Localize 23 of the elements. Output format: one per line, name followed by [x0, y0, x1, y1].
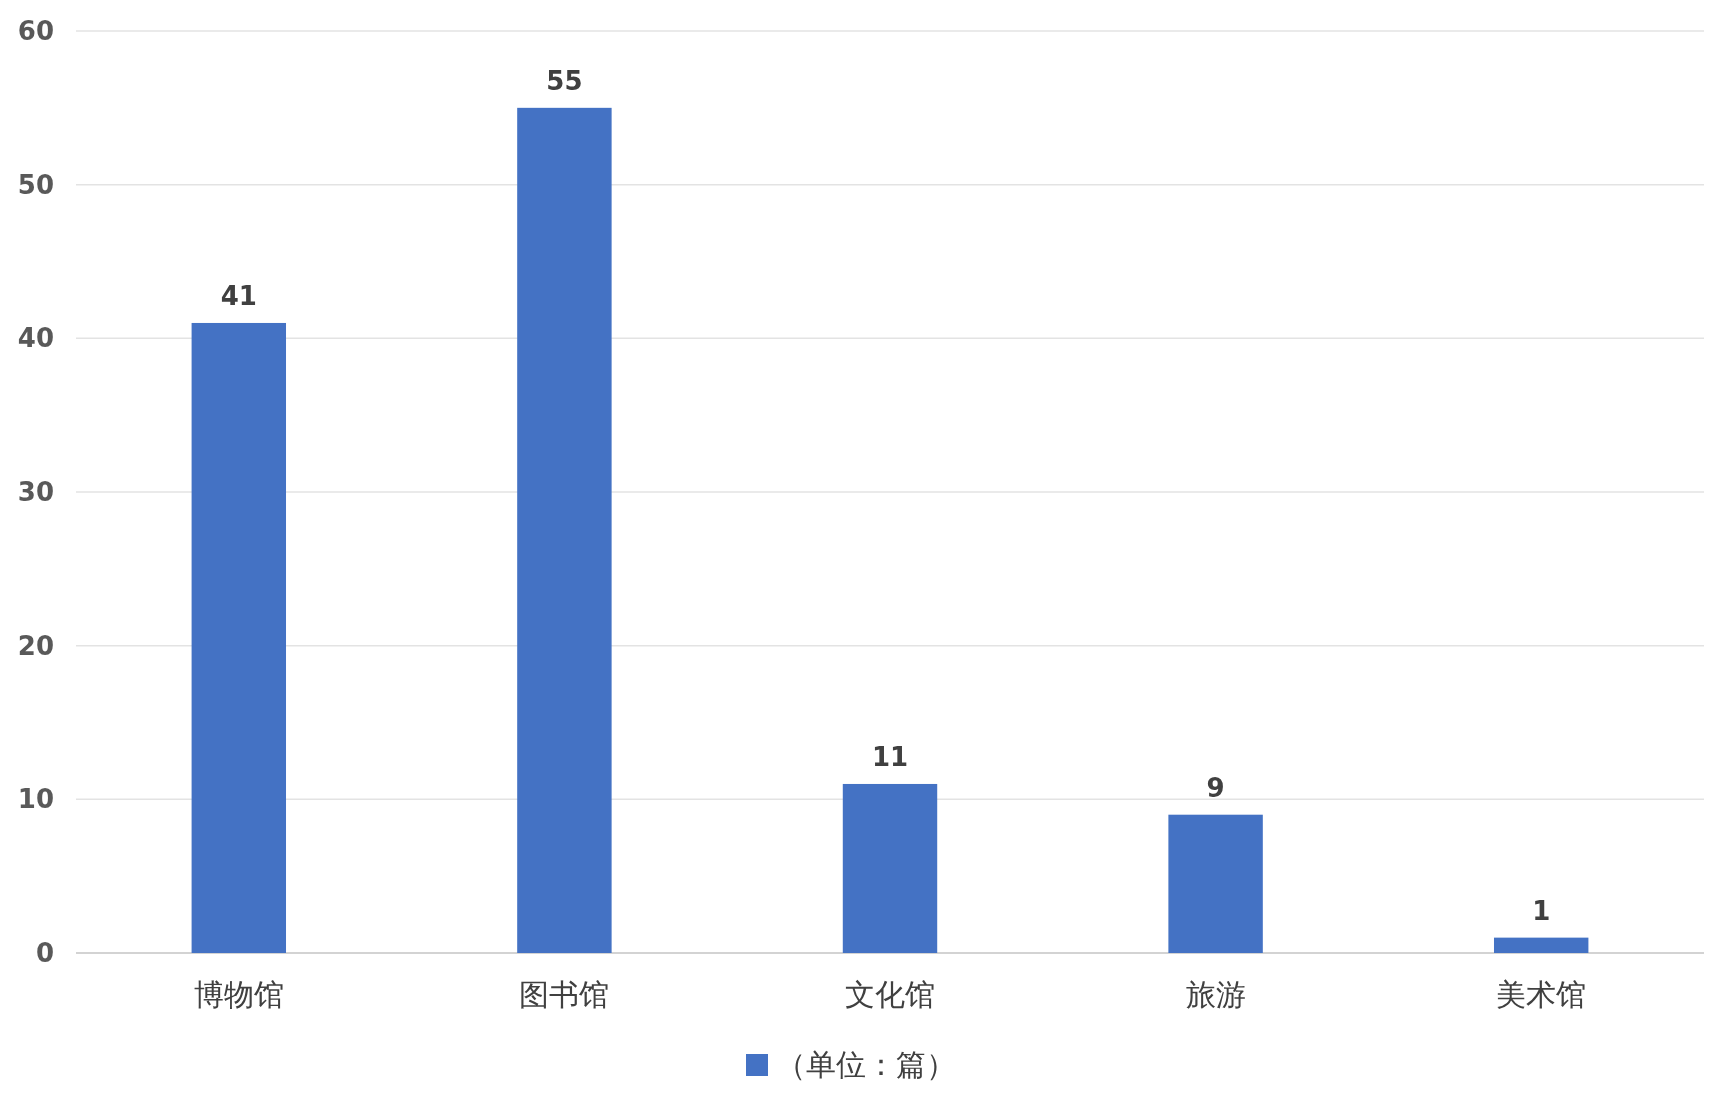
y-tick-label: 60: [17, 16, 54, 46]
bar: [517, 107, 612, 953]
y-tick-label: 40: [17, 323, 54, 354]
x-tick-label: 美术馆: [1496, 977, 1587, 1012]
data-label: 9: [1206, 772, 1225, 803]
bar: [1493, 937, 1589, 953]
legend-label: （单位：篇）: [776, 1047, 956, 1082]
y-tick-label: 20: [17, 630, 54, 661]
bar: [1168, 814, 1263, 953]
data-label: 41: [220, 280, 257, 311]
x-tick-label: 旅游: [1185, 977, 1246, 1012]
data-label: 11: [871, 741, 909, 772]
y-tick-label: 30: [17, 477, 54, 507]
bar: [842, 783, 938, 953]
x-tick-label: 文化馆: [845, 977, 935, 1012]
data-label: 1: [1532, 895, 1551, 926]
data-label: 55: [546, 65, 583, 96]
y-tick-label: 10: [17, 784, 54, 815]
bar: [191, 322, 287, 953]
y-tick-label: 0: [35, 938, 54, 968]
y-tick-label: 50: [17, 169, 54, 200]
x-tick-label: 图书馆: [519, 977, 610, 1012]
x-tick-label: 博物馆: [193, 977, 284, 1012]
